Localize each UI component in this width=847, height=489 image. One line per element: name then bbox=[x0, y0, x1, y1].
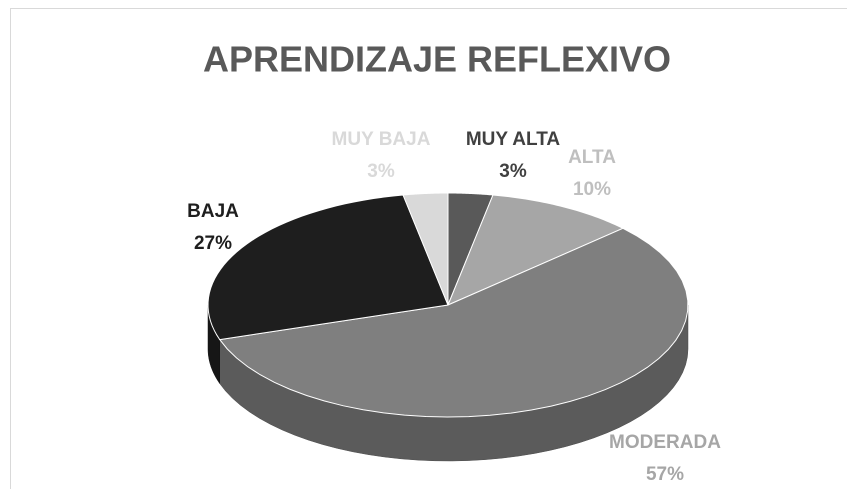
data-label-value: 3% bbox=[499, 161, 527, 182]
data-label-value: 10% bbox=[573, 179, 611, 200]
data-label-value: 57% bbox=[646, 464, 684, 485]
slice bbox=[402, 192, 449, 306]
data-label-category: ALTA bbox=[568, 147, 616, 168]
chart-title: APRENDIZAJE REFLEXIVO bbox=[203, 39, 671, 80]
data-label-category: MUY ALTA bbox=[466, 129, 561, 150]
data-label-value: 27% bbox=[194, 233, 232, 254]
data-label-category: MUY BAJA bbox=[332, 129, 431, 150]
slice bbox=[218, 227, 689, 418]
slice bbox=[447, 194, 625, 306]
data-label-category: MODERADA bbox=[609, 432, 721, 453]
slice bbox=[207, 194, 449, 341]
data-label-category: BAJA bbox=[187, 201, 239, 222]
data-label-value: 3% bbox=[367, 161, 395, 182]
